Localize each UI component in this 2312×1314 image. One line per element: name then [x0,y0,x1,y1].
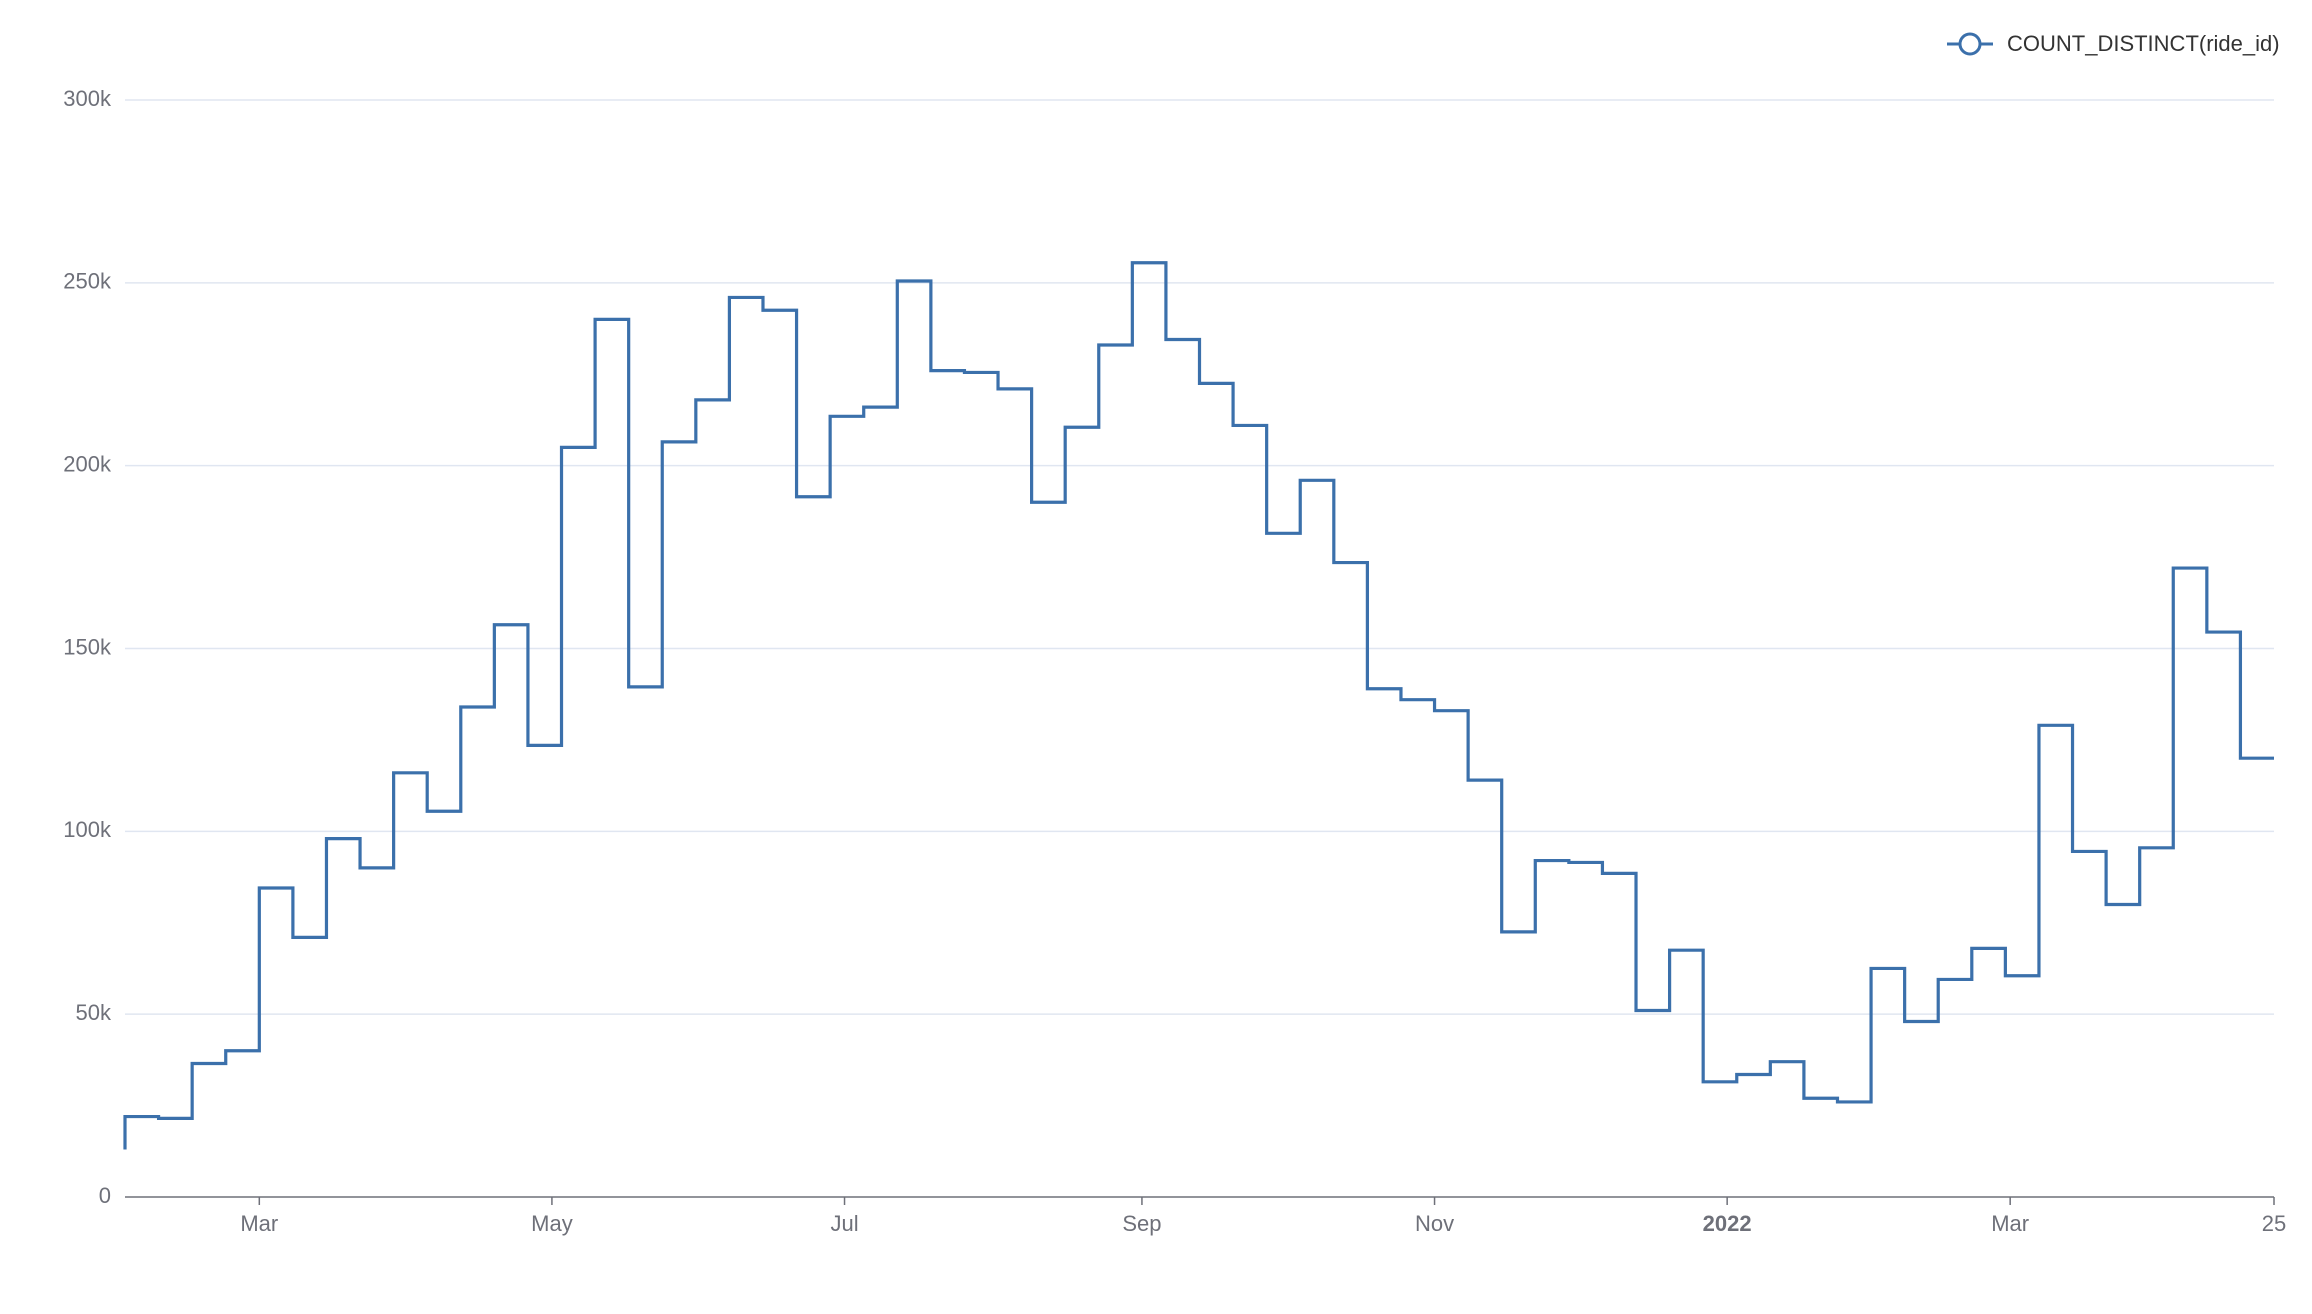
legend: COUNT_DISTINCT(ride_id) [1947,31,2280,56]
y-tick-label: 50k [76,1000,112,1025]
y-tick-label: 250k [63,269,112,294]
y-tick-label: 100k [63,817,112,842]
x-tick-label: Nov [1415,1211,1454,1236]
x-tick-label: Sep [1122,1211,1161,1236]
legend-marker [1958,32,1982,56]
y-tick-label: 0 [99,1183,111,1208]
x-tick-label: 25 [2262,1211,2286,1236]
x-tick-label: May [531,1211,573,1236]
x-tick-label: Jul [830,1211,858,1236]
x-tick-label: Mar [1991,1211,2029,1236]
x-tick-label: Mar [240,1211,278,1236]
legend-label: COUNT_DISTINCT(ride_id) [2007,31,2280,56]
x-tick-label: 2022 [1703,1211,1752,1236]
y-tick-label: 300k [63,86,112,111]
y-tick-label: 200k [63,451,112,476]
data-line [123,261,2274,1150]
y-tick-label: 150k [63,634,112,659]
